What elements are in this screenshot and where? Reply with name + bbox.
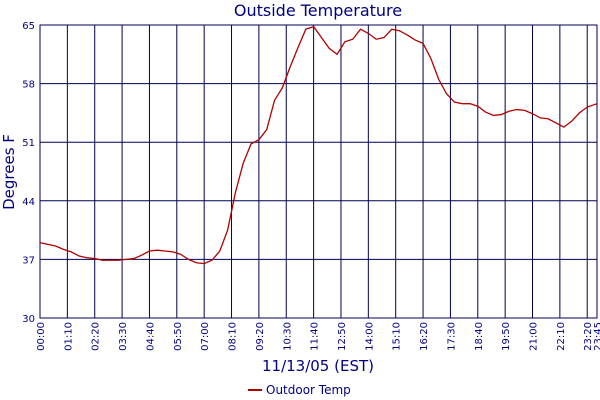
x-tick-label: 11:40 xyxy=(310,322,321,351)
x-tick-label: 04:40 xyxy=(145,322,156,351)
x-tick-label: 03:30 xyxy=(118,322,129,351)
data-line xyxy=(39,25,598,265)
x-tick-label: 07:00 xyxy=(200,322,211,351)
x-tick-label: 12:50 xyxy=(337,322,348,351)
y-tick-label: 44 xyxy=(22,197,35,208)
y-axis-label: Degrees F xyxy=(0,134,18,210)
x-tick-label: 02:20 xyxy=(91,322,102,351)
x-tick-label: 00:00 xyxy=(36,322,47,351)
y-tick-label: 51 xyxy=(22,138,35,149)
x-tick-label: 21:00 xyxy=(529,322,540,351)
x-tick-label: 16:20 xyxy=(419,322,430,351)
x-tick-label: 10:30 xyxy=(282,322,293,351)
x-tick-label: 09:20 xyxy=(255,322,266,351)
x-axis-label: 11/13/05 (EST) xyxy=(262,357,374,375)
x-tick-label: 19:50 xyxy=(501,322,512,351)
y-tick-label: 65 xyxy=(22,21,35,32)
chart-title: Outside Temperature xyxy=(234,1,402,20)
y-tick-label: 58 xyxy=(22,80,35,91)
x-tick-label: 01:10 xyxy=(63,322,74,351)
x-tick-label: 17:30 xyxy=(446,322,457,351)
y-tick-label: 37 xyxy=(22,255,35,266)
y-tick-label: 30 xyxy=(22,314,35,325)
x-tick-label: 23:20 xyxy=(583,322,594,351)
x-tick-label: 22:10 xyxy=(556,322,567,351)
legend-label: Outdoor Temp xyxy=(266,383,351,397)
x-tick-label: 18:40 xyxy=(474,322,485,351)
x-tick-label: 05:50 xyxy=(173,322,184,351)
x-tick-label: 23:45 xyxy=(593,322,600,351)
plot-border xyxy=(39,24,598,319)
x-tick-label: 14:00 xyxy=(364,322,375,351)
x-tick-label: 15:10 xyxy=(392,322,403,351)
x-tick-label: 08:10 xyxy=(228,322,239,351)
